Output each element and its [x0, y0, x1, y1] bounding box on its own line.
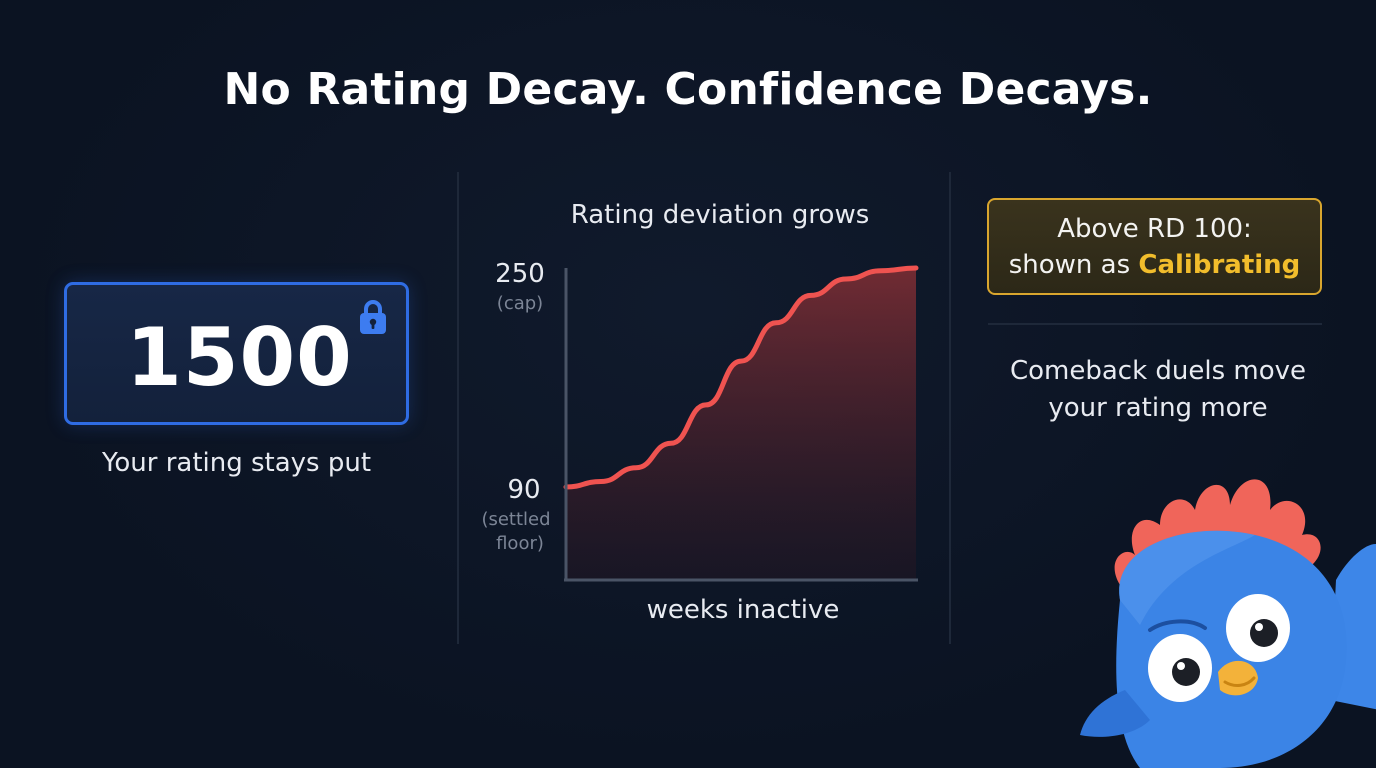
- comeback-line-2: your rating more: [1048, 393, 1268, 423]
- calibrating-threshold-text: Above RD 100:: [1057, 214, 1252, 244]
- calibrating-prefix: shown as: [1008, 250, 1139, 280]
- chart-title: Rating deviation grows: [570, 200, 870, 230]
- rd-chart: 250 (cap) 90 (settled floor) weeks inact…: [481, 259, 919, 625]
- y-tick-note-bottom-1: (settled: [481, 509, 550, 530]
- rating-card: 1500: [64, 282, 409, 425]
- lock-icon: [360, 300, 386, 334]
- bird-mascot-icon: [1080, 479, 1376, 768]
- y-tick-note-top: (cap): [497, 293, 543, 314]
- y-tick-label-top: 250: [495, 259, 545, 289]
- page-title: No Rating Decay. Confidence Decays.: [223, 64, 1153, 115]
- rating-caption: Your rating stays put: [101, 448, 372, 478]
- column-divider-right: [949, 172, 951, 644]
- calibrating-callout: Above RD 100: shown as Calibrating: [987, 198, 1322, 295]
- comeback-note: Comeback duels move your rating more: [968, 353, 1348, 427]
- x-axis-label: weeks inactive: [647, 595, 840, 625]
- y-tick-note-bottom-2: floor): [496, 533, 544, 554]
- comeback-line-1: Comeback duels move: [1009, 356, 1307, 386]
- calibrating-status-text: shown as Calibrating: [989, 250, 1320, 280]
- rating-value: 1500: [126, 311, 353, 404]
- calibrating-badge: Calibrating: [1138, 250, 1301, 280]
- right-column-divider: [988, 323, 1322, 325]
- rd-area-fill: [566, 268, 916, 580]
- column-divider-left: [457, 172, 459, 644]
- rd-series-line: [563, 265, 919, 490]
- y-tick-label-bottom: 90: [507, 475, 540, 505]
